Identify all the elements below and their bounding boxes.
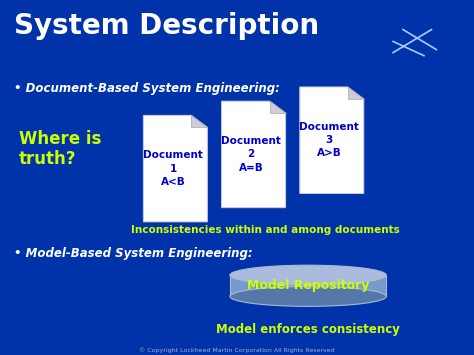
Text: System Description: System Description: [14, 12, 319, 40]
Polygon shape: [348, 87, 364, 99]
Polygon shape: [221, 101, 285, 208]
Polygon shape: [230, 275, 386, 296]
Text: © Copyright Lockheed Martin Corporation All Rights Reserved: © Copyright Lockheed Martin Corporation …: [139, 348, 335, 353]
Polygon shape: [191, 115, 207, 127]
Text: Model Repository: Model Repository: [247, 279, 369, 292]
Ellipse shape: [230, 265, 386, 285]
Text: • Document-Based System Engineering:: • Document-Based System Engineering:: [14, 82, 280, 95]
Text: Document
3
A>B: Document 3 A>B: [300, 122, 359, 158]
Text: Model enforces consistency: Model enforces consistency: [216, 323, 400, 336]
Text: Document
1
A<B: Document 1 A<B: [143, 151, 203, 187]
Polygon shape: [270, 101, 285, 113]
Polygon shape: [300, 87, 364, 193]
Ellipse shape: [230, 286, 386, 306]
Text: • Model-Based System Engineering:: • Model-Based System Engineering:: [14, 247, 253, 260]
Text: Inconsistencies within and among documents: Inconsistencies within and among documen…: [131, 225, 400, 235]
Text: Document
2
A=B: Document 2 A=B: [221, 136, 281, 173]
Text: Where is
truth?: Where is truth?: [19, 130, 101, 168]
Polygon shape: [143, 115, 207, 222]
